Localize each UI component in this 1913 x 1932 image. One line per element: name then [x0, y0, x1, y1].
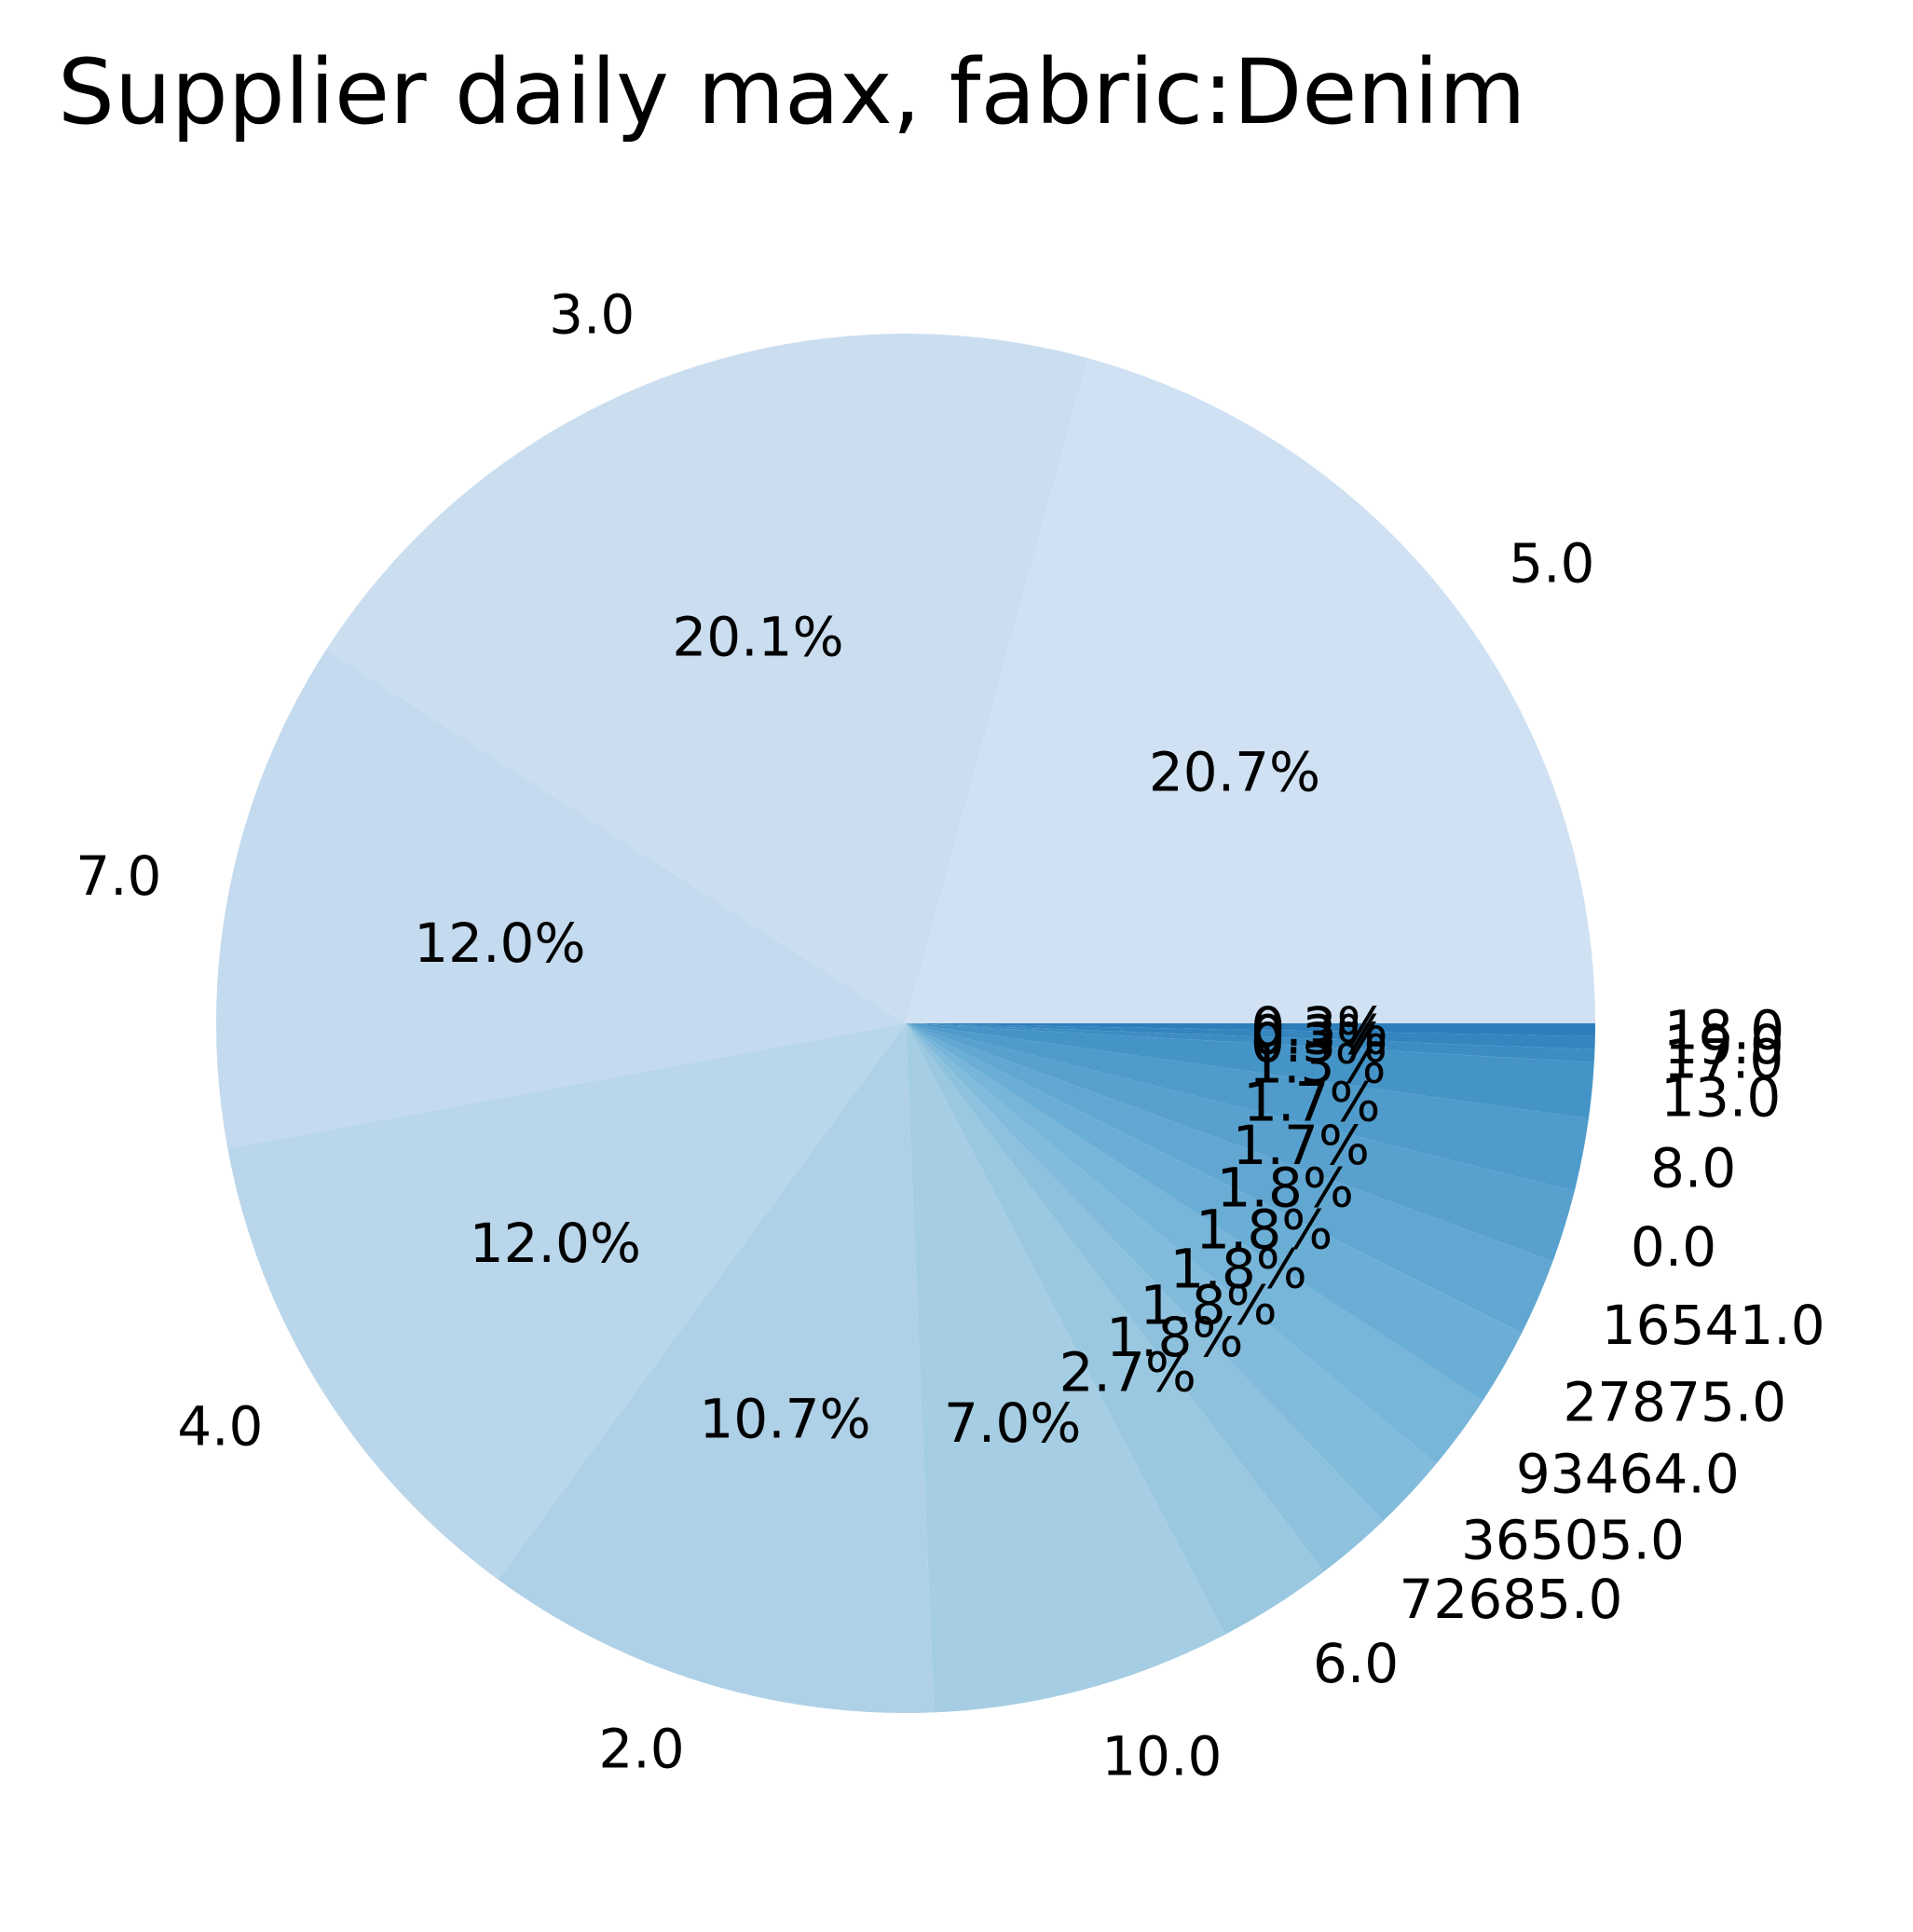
pie-slice [906, 1023, 1595, 1049]
slice-category-label: 17.0 [1663, 1027, 1783, 1090]
pie-slice [326, 333, 1088, 1023]
slice-percent-label: 1.7% [1243, 1071, 1380, 1134]
slice-percent-label: 1.8% [1217, 1157, 1354, 1220]
pie-slice [906, 1023, 1589, 1191]
slice-category-label: 5.0 [1509, 531, 1594, 595]
slice-percent-label: 0.3% [1250, 995, 1387, 1059]
pie-slice [906, 358, 1595, 1023]
pie-slice [906, 1023, 1523, 1402]
slice-percent-label: 10.7% [699, 1388, 870, 1451]
pie-slice [906, 1023, 1595, 1036]
slice-category-label: 3.0 [549, 283, 635, 347]
pie-slice [215, 649, 907, 1149]
slice-category-label: 36505.0 [1461, 1508, 1685, 1571]
pie-slice [906, 1023, 1483, 1464]
slice-percent-label: 12.0% [414, 911, 585, 975]
pie-slice [906, 1023, 1324, 1635]
slice-percent-label: 1.8% [1170, 1238, 1307, 1301]
slice-category-label: 19.0 [1664, 1013, 1784, 1076]
slice-category-label: 7.0 [75, 844, 161, 908]
slice-category-label: 13.0 [1660, 1065, 1781, 1129]
slice-percent-label: 1.8% [1140, 1273, 1277, 1336]
slice-category-label: 72685.0 [1400, 1568, 1623, 1631]
slice-percent-label: 1.3% [1249, 1032, 1386, 1095]
slice-percent-label: 1.8% [1196, 1199, 1332, 1262]
slice-percent-label: 0.3% [1250, 1004, 1387, 1067]
slice-category-label: 16541.0 [1602, 1294, 1825, 1357]
slice-category-label: 6.0 [1313, 1632, 1399, 1695]
chart-title: Supplier daily max, fabric:Denim [58, 40, 1526, 144]
slice-percent-label: 2.7% [1059, 1341, 1196, 1404]
category-labels: 5.0 3.0 7.0 4.0 2.0 10.0 6.072685.036505.09346… [75, 283, 1824, 1788]
slice-percent-label: 7.0% [944, 1391, 1081, 1455]
slice-percent-label: 20.7% [1149, 741, 1320, 804]
pie-slice [906, 1023, 1553, 1334]
slice-percent-label: 20.1% [672, 605, 843, 668]
slice-category-label: 0.0 [1631, 1215, 1716, 1279]
pie-slice [906, 1023, 1384, 1572]
slice-percent-label: 0.3% [1250, 1011, 1387, 1075]
slice-category-label: 18.0 [1664, 999, 1784, 1062]
slice-percent-label: 1.8% [1106, 1306, 1243, 1369]
pie-slice [227, 1023, 906, 1580]
pie-slice [906, 1023, 1437, 1521]
slice-category-label: 2.0 [598, 1718, 684, 1781]
slice-category-label: 10.0 [1101, 1724, 1222, 1788]
pie-slice [906, 1023, 1594, 1119]
slice-category-label: 27875.0 [1563, 1370, 1786, 1433]
slice-category-label: 93464.0 [1516, 1442, 1740, 1505]
slice-percent-label: 1.7% [1233, 1114, 1370, 1177]
pie-slice [906, 1023, 1595, 1062]
pie-slice [906, 1023, 1575, 1262]
slice-category-label: 4.0 [177, 1395, 263, 1459]
pie-slice [906, 1023, 1225, 1713]
slice-percent-label: 12.0% [470, 1212, 641, 1275]
percent-labels: 20.7%20.1%12.0%12.0%10.7% 7.0%2.7%1.8%1.8… [414, 605, 1387, 1455]
pie-slice [498, 1023, 935, 1714]
pie-slices [215, 333, 1595, 1714]
slice-category-label: 8.0 [1650, 1136, 1736, 1199]
